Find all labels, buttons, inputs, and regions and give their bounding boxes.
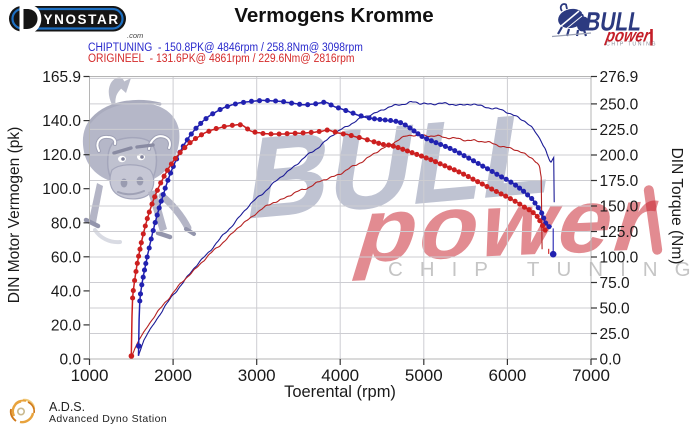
svg-text:7000: 7000: [572, 366, 610, 385]
svg-text:175.0: 175.0: [600, 173, 639, 190]
svg-text:20.0: 20.0: [51, 317, 82, 334]
svg-text:DIN Torque (Nm): DIN Torque (Nm): [668, 148, 685, 265]
svg-text:25.0: 25.0: [600, 326, 631, 343]
svg-text:50.0: 50.0: [600, 301, 631, 318]
svg-text:250.0: 250.0: [600, 96, 639, 113]
svg-text:YNOSTAR: YNOSTAR: [44, 12, 120, 27]
svg-text:225.0: 225.0: [600, 122, 639, 139]
svg-text:60.0: 60.0: [51, 249, 82, 266]
svg-text:power: power: [351, 167, 663, 281]
svg-text:CHIP TUNING: CHIP TUNING: [388, 258, 694, 281]
svg-text:Toerental (rpm): Toerental (rpm): [284, 383, 396, 401]
svg-text:6000: 6000: [488, 366, 526, 385]
svg-text:DIN Motor Vermogen (pk): DIN Motor Vermogen (pk): [6, 127, 23, 304]
svg-text:200.0: 200.0: [600, 148, 639, 165]
svg-text:276.9: 276.9: [600, 69, 639, 86]
svg-text:CHIP TUNING: CHIP TUNING: [606, 42, 657, 48]
svg-text:40.0: 40.0: [51, 283, 82, 300]
svg-text:1000: 1000: [71, 366, 109, 385]
svg-text:140.0: 140.0: [42, 113, 81, 130]
svg-text:0.0: 0.0: [600, 352, 622, 369]
svg-text:BULL: BULL: [238, 86, 564, 244]
svg-text:.com: .com: [127, 31, 143, 40]
svg-text:125.0: 125.0: [600, 224, 639, 241]
svg-text:100.0: 100.0: [42, 181, 81, 198]
svg-text:165.9: 165.9: [42, 69, 81, 86]
svg-text:75.0: 75.0: [600, 275, 631, 292]
svg-text:120.0: 120.0: [42, 147, 81, 164]
svg-text:3000: 3000: [238, 366, 276, 385]
svg-text:power: power: [603, 25, 653, 46]
svg-text:100.0: 100.0: [600, 250, 639, 267]
svg-text:2000: 2000: [154, 366, 192, 385]
svg-text:150.0: 150.0: [600, 199, 639, 216]
svg-text:5000: 5000: [405, 366, 443, 385]
svg-text:80.0: 80.0: [51, 215, 82, 232]
svg-text:4000: 4000: [321, 366, 359, 385]
svg-text:0.0: 0.0: [59, 352, 81, 369]
svg-text:BULL: BULL: [583, 7, 644, 37]
